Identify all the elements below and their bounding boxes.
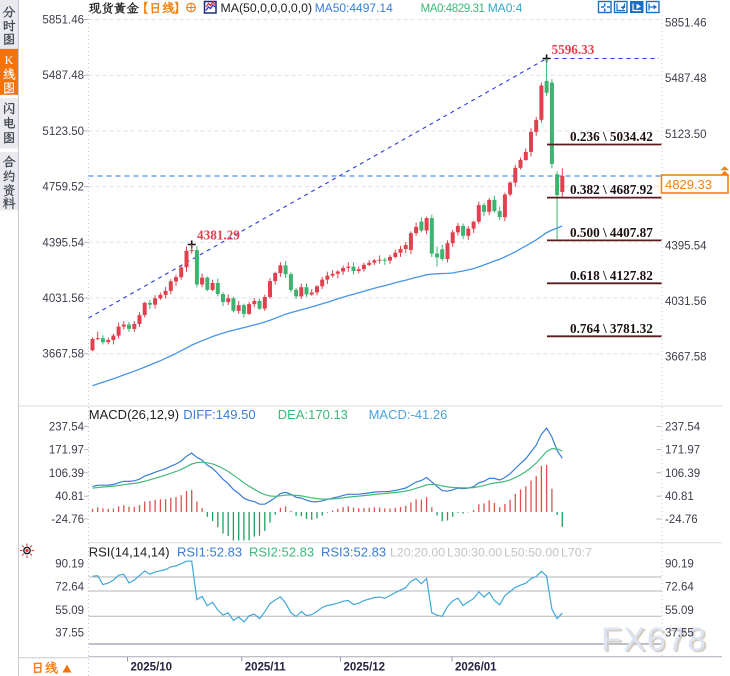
svg-text:MA0:4: MA0:4 <box>488 1 523 15</box>
svg-text:2025/11: 2025/11 <box>245 662 287 674</box>
svg-text:5487.48: 5487.48 <box>42 70 84 82</box>
svg-text:-24.76: -24.76 <box>51 514 84 526</box>
svg-text:-24.76: -24.76 <box>665 514 698 526</box>
svg-text:2026/01: 2026/01 <box>455 662 497 674</box>
svg-text:171.97: 171.97 <box>49 445 84 457</box>
svg-text:55.09: 55.09 <box>665 605 694 617</box>
svg-text:4031.56: 4031.56 <box>42 293 84 305</box>
svg-text:MACD:-41.26: MACD:-41.26 <box>369 407 448 422</box>
svg-text:MA(50,0,0,0,0,0): MA(50,0,0,0,0,0) <box>221 1 313 15</box>
svg-text:MACD(26,12,9): MACD(26,12,9) <box>89 407 179 422</box>
svg-text:90.19: 90.19 <box>55 558 84 570</box>
svg-text:FX678: FX678 <box>603 623 709 660</box>
svg-text:K: K <box>5 53 14 67</box>
svg-text:DEA:170.13: DEA:170.13 <box>278 407 348 422</box>
svg-text:237.54: 237.54 <box>49 422 85 434</box>
svg-text:55.09: 55.09 <box>55 605 84 617</box>
svg-text:4381.29: 4381.29 <box>197 228 240 243</box>
svg-text:0.764 \ 3781.32: 0.764 \ 3781.32 <box>570 321 653 336</box>
svg-text:37.55: 37.55 <box>55 628 84 640</box>
svg-text:5487.48: 5487.48 <box>665 73 707 85</box>
svg-text:5123.50: 5123.50 <box>665 129 707 141</box>
svg-text:0.500 \ 4407.87: 0.500 \ 4407.87 <box>570 225 653 240</box>
svg-text:106.39: 106.39 <box>49 468 84 480</box>
svg-text:L30:30.00: L30:30.00 <box>447 546 502 560</box>
svg-text:4829.33: 4829.33 <box>665 177 712 192</box>
svg-text:106.39: 106.39 <box>665 468 700 480</box>
svg-text:4759.52: 4759.52 <box>42 182 84 194</box>
svg-text:RSI2:52.83: RSI2:52.83 <box>249 545 314 560</box>
svg-text:90.19: 90.19 <box>665 558 694 570</box>
svg-text:L50:50.00: L50:50.00 <box>504 546 559 560</box>
svg-text:0.236 \ 5034.42: 0.236 \ 5034.42 <box>570 129 653 144</box>
svg-text:5123.50: 5123.50 <box>42 126 84 138</box>
svg-text:3667.58: 3667.58 <box>665 352 707 364</box>
svg-text:37.55: 37.55 <box>665 628 694 640</box>
svg-text:RSI(14,14,14): RSI(14,14,14) <box>89 545 170 560</box>
svg-text:237.54: 237.54 <box>665 422 701 434</box>
svg-text:MA50:4497.14: MA50:4497.14 <box>315 1 393 15</box>
svg-text:L20:20.00: L20:20.00 <box>390 546 445 560</box>
svg-text:40.81: 40.81 <box>665 491 694 503</box>
svg-text:DIFF:149.50: DIFF:149.50 <box>183 407 255 422</box>
svg-text:0.618 \ 4127.82: 0.618 \ 4127.82 <box>570 268 653 283</box>
svg-text:3667.58: 3667.58 <box>42 349 84 361</box>
svg-text:5851.46: 5851.46 <box>42 15 84 27</box>
svg-text:RSI3:52.83: RSI3:52.83 <box>321 545 386 560</box>
svg-text:40.81: 40.81 <box>55 491 84 503</box>
svg-text:5596.33: 5596.33 <box>552 42 595 57</box>
svg-text:MA0:4829.31: MA0:4829.31 <box>421 2 485 15</box>
svg-text:FX678: FX678 <box>601 622 707 659</box>
svg-text:72.64: 72.64 <box>665 582 694 594</box>
svg-text:4031.56: 4031.56 <box>665 296 707 308</box>
svg-text:RSI1:52.83: RSI1:52.83 <box>177 545 242 560</box>
svg-text:0.382 \ 4687.92: 0.382 \ 4687.92 <box>570 182 653 197</box>
svg-text:171.97: 171.97 <box>665 445 700 457</box>
svg-text:L70:7: L70:7 <box>561 546 592 560</box>
svg-text:2025/10: 2025/10 <box>131 662 173 674</box>
svg-text:2025/12: 2025/12 <box>344 662 386 674</box>
svg-text:72.64: 72.64 <box>55 582 84 594</box>
svg-text:4395.54: 4395.54 <box>665 240 707 252</box>
svg-text:5851.46: 5851.46 <box>665 18 707 30</box>
svg-text:4395.54: 4395.54 <box>42 237 84 249</box>
